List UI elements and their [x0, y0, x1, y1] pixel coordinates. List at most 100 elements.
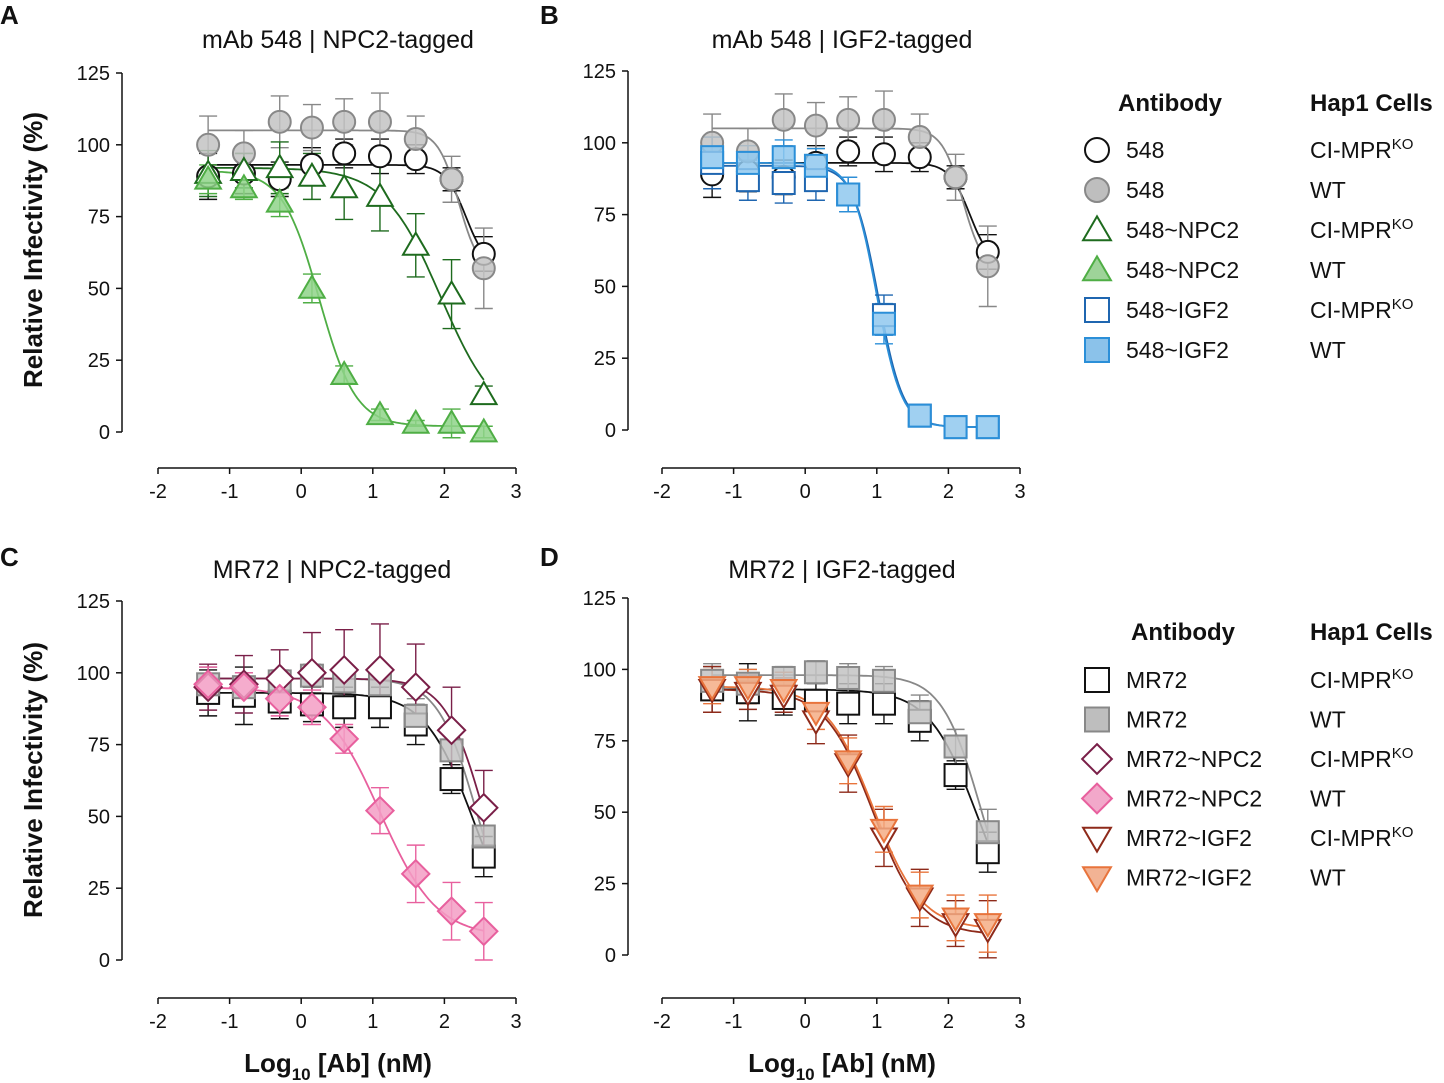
data-point	[367, 109, 392, 134]
data-point	[468, 916, 499, 947]
x-tick-label: 1	[367, 481, 378, 503]
y-tick-label: 0	[605, 420, 616, 442]
legend-antibody-label: MR72	[1126, 667, 1187, 693]
y-tick-label: 100	[583, 659, 616, 681]
data-point	[733, 676, 763, 702]
x-tick-label: 2	[439, 481, 450, 503]
y-tick-label: 25	[88, 350, 110, 372]
x-tick-label: -1	[725, 1011, 743, 1033]
data-point	[367, 144, 392, 169]
data-point	[401, 408, 431, 434]
y-tick-label: 100	[583, 133, 616, 155]
x-tick-label: 1	[871, 481, 882, 503]
data-point	[471, 256, 496, 281]
data-point	[905, 884, 935, 910]
y-tick-label: 100	[77, 663, 110, 685]
x-tick-label: -2	[653, 481, 671, 503]
data-point	[907, 125, 932, 150]
data-point	[469, 380, 499, 406]
data-point	[943, 415, 968, 440]
x-tick-label: -2	[149, 1011, 167, 1033]
data-point	[735, 150, 760, 175]
legend-cells-label: WT	[1310, 337, 1346, 363]
x-tick-label: -2	[653, 1011, 671, 1033]
x-tick-label: -1	[221, 1011, 239, 1033]
data-point	[769, 678, 799, 704]
data-point	[264, 683, 295, 714]
data-point	[771, 107, 796, 132]
legend-marker	[1081, 866, 1113, 894]
legend-antibody-label: MR72~NPC2	[1126, 786, 1262, 812]
legend-marker	[1081, 254, 1113, 282]
data-point	[436, 896, 467, 927]
data-point	[297, 273, 327, 299]
y-tick-label: 0	[99, 422, 110, 444]
legend-marker	[1084, 667, 1110, 693]
data-point	[193, 669, 224, 700]
y-tick-label: 75	[88, 735, 110, 757]
data-point	[437, 279, 467, 305]
x-tick-label: 2	[943, 1011, 954, 1033]
data-point	[296, 692, 327, 723]
data-point	[329, 173, 359, 199]
data-point	[299, 115, 324, 140]
panel-letter: D	[540, 542, 559, 572]
data-point	[437, 408, 467, 434]
legend-marker	[1080, 742, 1114, 776]
legend-cells-label: WT	[1310, 257, 1346, 283]
data-point	[296, 657, 327, 688]
legend-antibody-label: 548~NPC2	[1126, 217, 1239, 243]
data-point	[267, 109, 292, 134]
data-point	[332, 141, 357, 166]
y-axis-label: Relative Infectivity (%)	[18, 112, 48, 388]
data-point	[975, 415, 1000, 440]
data-point	[771, 171, 796, 196]
legend-antibody-label: MR72~IGF2	[1126, 865, 1252, 891]
legend-header-antibody: Antibody	[1131, 619, 1236, 646]
panel-letter: C	[0, 542, 19, 572]
data-point	[836, 139, 861, 164]
panel-title: MR72 | IGF2-tagged	[728, 556, 955, 584]
panel-title: mAb 548 | NPC2-tagged	[202, 26, 474, 54]
x-tick-label: 3	[510, 1011, 521, 1033]
legend-bottom: Antibody Hap1 Cells MR72 CI-MPRKO MR72 WT MR…	[1080, 619, 1433, 894]
y-tick-label: 25	[88, 878, 110, 900]
legend-top: Antibody Hap1 Cells 548 CI-MPRKO 548 WT 548~…	[1081, 90, 1433, 363]
data-point	[836, 182, 861, 207]
data-point	[329, 654, 360, 685]
data-point	[228, 672, 259, 703]
data-point	[907, 403, 932, 428]
data-point	[332, 695, 357, 720]
data-point	[364, 654, 396, 685]
y-tick-label: 0	[605, 945, 616, 967]
data-point	[196, 132, 221, 157]
data-point	[229, 173, 259, 199]
legend-cells-label: CI-MPRKO	[1310, 136, 1413, 163]
plot-area: 0 25 50 75 100 125 -2 -1 0 1 2 3	[77, 591, 522, 1033]
y-tick-label: 25	[594, 348, 616, 370]
data-point	[975, 820, 1000, 845]
legend-marker	[1084, 337, 1110, 363]
data-point	[803, 113, 828, 138]
data-point	[471, 824, 496, 849]
panel-d: D MR72 | IGF2-tagged 0 25 50 75 100 125 -2 -1 0 1…	[540, 542, 1026, 1033]
legend-marker	[1084, 137, 1110, 163]
y-tick-label: 75	[88, 207, 110, 229]
data-point	[365, 400, 395, 426]
data-point	[329, 360, 359, 385]
legend-antibody-label: 548	[1126, 177, 1164, 203]
legend-marker	[1081, 826, 1113, 854]
x-tick-label: -1	[725, 481, 743, 503]
data-point	[697, 676, 727, 702]
data-point	[943, 165, 968, 190]
data-point	[297, 161, 327, 187]
data-point	[871, 107, 896, 132]
legend-marker	[1080, 782, 1114, 815]
data-point	[436, 715, 467, 746]
legend-header-cells: Hap1 Cells	[1310, 90, 1433, 117]
y-tick-label: 50	[88, 806, 110, 828]
y-tick-label: 100	[77, 135, 110, 157]
legend-antibody-label: MR72~NPC2	[1126, 746, 1262, 772]
data-point	[400, 858, 431, 889]
